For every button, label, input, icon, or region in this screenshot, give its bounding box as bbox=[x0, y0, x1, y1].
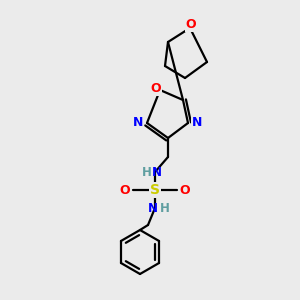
Text: O: O bbox=[180, 184, 190, 196]
Text: N: N bbox=[133, 116, 143, 130]
Text: H: H bbox=[142, 166, 152, 178]
Text: O: O bbox=[120, 184, 130, 196]
Text: O: O bbox=[151, 82, 161, 95]
Text: N: N bbox=[192, 116, 202, 130]
Text: H: H bbox=[160, 202, 170, 214]
Text: O: O bbox=[186, 19, 196, 32]
Text: N: N bbox=[148, 202, 158, 214]
Text: S: S bbox=[150, 183, 160, 197]
Text: N: N bbox=[152, 166, 162, 178]
